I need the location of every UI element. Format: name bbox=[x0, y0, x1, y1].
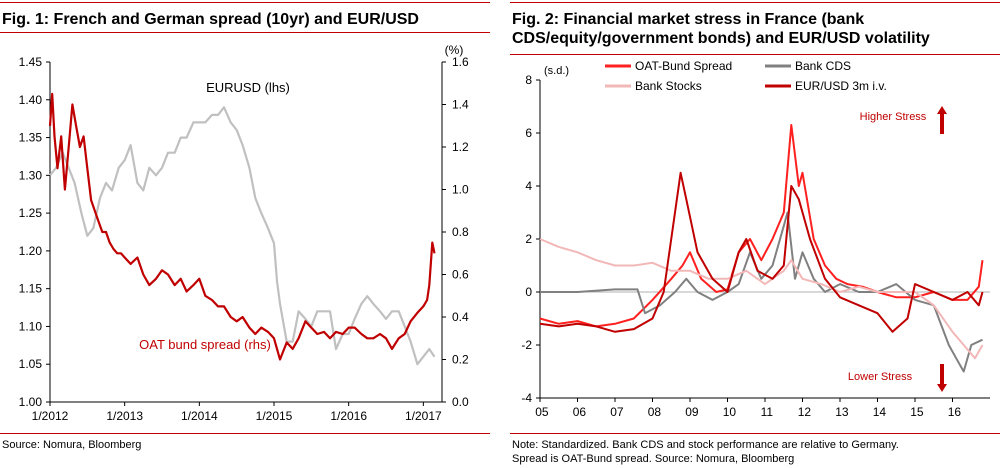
y-left-tick-label: 1.05 bbox=[19, 357, 43, 371]
y-right-tick-label: 1.4 bbox=[452, 98, 469, 112]
x-tick-label: 1/2015 bbox=[256, 409, 293, 423]
figure-1-source: Source: Nomura, Bloomberg bbox=[2, 439, 142, 451]
x-tick-label: 13 bbox=[835, 405, 849, 419]
x-tick-label: 16 bbox=[948, 405, 962, 419]
y-tick-label: 0 bbox=[525, 285, 532, 299]
y-unit: (s.d.) bbox=[544, 65, 569, 77]
x-tick-label: 08 bbox=[648, 405, 662, 419]
x-tick-label: 15 bbox=[910, 405, 924, 419]
y-tick-label: -4 bbox=[521, 391, 532, 405]
y-right-tick-label: 1.2 bbox=[452, 140, 469, 154]
figure-2-title: Fig. 2: Financial market stress in Franc… bbox=[512, 11, 930, 47]
figure-2-panel: Fig. 2: Financial market stress in Franc… bbox=[510, 0, 1000, 468]
x-tick-label: 1/2016 bbox=[330, 409, 367, 423]
annotation-lower-stress: Lower Stress bbox=[848, 371, 913, 383]
y-tick-label: 4 bbox=[525, 179, 532, 193]
annotation-higher-stress: Higher Stress bbox=[860, 111, 927, 123]
legend-label: Bank CDS bbox=[795, 59, 851, 73]
y-right-tick-label: 1.0 bbox=[452, 183, 469, 197]
x-tick-label: 07 bbox=[610, 405, 624, 419]
chart-1: 1.00 1.05 1.10 1.15 1.20 1.25 1.30 1.35 1.40 1.45… bbox=[19, 43, 469, 423]
y-right-tick-label: 0.2 bbox=[452, 353, 469, 367]
series-line-oat-bund-spread bbox=[539, 124, 984, 328]
y-left-tick-label: 1.40 bbox=[19, 93, 43, 107]
y-tick-label: 8 bbox=[525, 73, 532, 87]
title-rule bbox=[0, 32, 490, 33]
y-left-tick-label: 1.25 bbox=[19, 206, 43, 220]
top-rule bbox=[0, 2, 490, 3]
y-left-tick-label: 1.35 bbox=[19, 131, 43, 145]
figure-1-title: Fig. 1: French and German spread (10yr) … bbox=[2, 11, 419, 28]
x-tick-label: 11 bbox=[761, 405, 774, 419]
arrow-down-icon bbox=[937, 364, 947, 392]
x-tick-label: 10 bbox=[723, 405, 737, 419]
arrow-up-icon bbox=[937, 106, 947, 134]
figure-2-source-line-1: Note: Standardized. Bank CDS and stock p… bbox=[512, 439, 899, 451]
x-tick-label: 1/2013 bbox=[106, 409, 143, 423]
y-right-tick-label: 0.8 bbox=[452, 225, 469, 239]
annotation-oat-spread: OAT bund spread (rhs) bbox=[139, 337, 271, 352]
series-line-oat-bund-spread bbox=[48, 92, 436, 361]
y-right-tick-label: 0.6 bbox=[452, 268, 469, 282]
title-rule bbox=[510, 54, 1000, 55]
y-right-tick-label: 0.4 bbox=[452, 310, 469, 324]
x-tick-label: 1/2012 bbox=[32, 409, 69, 423]
figure-2-source-line-2: Spread is OAT-Bund spread. Source: Nomur… bbox=[512, 453, 795, 465]
x-tick-label: 06 bbox=[573, 405, 587, 419]
y-tick-label: -2 bbox=[521, 338, 532, 352]
x-tick-label: 1/2014 bbox=[181, 409, 218, 423]
y-left-tick-label: 1.45 bbox=[19, 55, 43, 69]
y-right-unit: (%) bbox=[445, 43, 464, 57]
y-left-tick-label: 1.30 bbox=[19, 168, 43, 182]
y-right-tick-label: 0.0 bbox=[452, 395, 469, 409]
y-left-tick-label: 1.20 bbox=[19, 244, 43, 258]
source-rule bbox=[510, 433, 1000, 434]
series-line-eurusd bbox=[49, 106, 436, 366]
figure-1-panel: Fig. 1: French and German spread (10yr) … bbox=[0, 0, 490, 468]
x-tick-label: 05 bbox=[535, 405, 549, 419]
top-rule bbox=[510, 2, 1000, 3]
annotation-eurusd: EURUSD (lhs) bbox=[206, 80, 290, 95]
y-left-tick-label: 1.00 bbox=[19, 395, 43, 409]
legend-label: OAT-Bund Spread bbox=[635, 59, 732, 73]
series-line-eurusd-3m-iv bbox=[539, 171, 984, 333]
series-line-bank-stocks bbox=[539, 238, 984, 360]
y-left-tick-label: 1.15 bbox=[19, 282, 43, 296]
legend-label: Bank Stocks bbox=[635, 79, 702, 93]
x-tick-label: 12 bbox=[798, 405, 812, 419]
source-rule bbox=[0, 433, 490, 434]
legend-label: EUR/USD 3m i.v. bbox=[795, 79, 887, 93]
chart-2: -4 -2 0 2 4 6 8 (s.d.) 05 06 07 08 09 10 11 12 13 14 15 16 O… bbox=[521, 59, 990, 419]
y-tick-label: 2 bbox=[525, 232, 532, 246]
x-tick-label: 1/2017 bbox=[405, 409, 442, 423]
x-tick-label: 14 bbox=[873, 405, 887, 419]
y-tick-label: 6 bbox=[525, 126, 532, 140]
x-tick-label: 09 bbox=[685, 405, 699, 419]
series-line-bank-cds bbox=[540, 211, 983, 373]
y-right-tick-label: 1.6 bbox=[452, 55, 469, 69]
y-left-tick-label: 1.10 bbox=[19, 319, 43, 333]
